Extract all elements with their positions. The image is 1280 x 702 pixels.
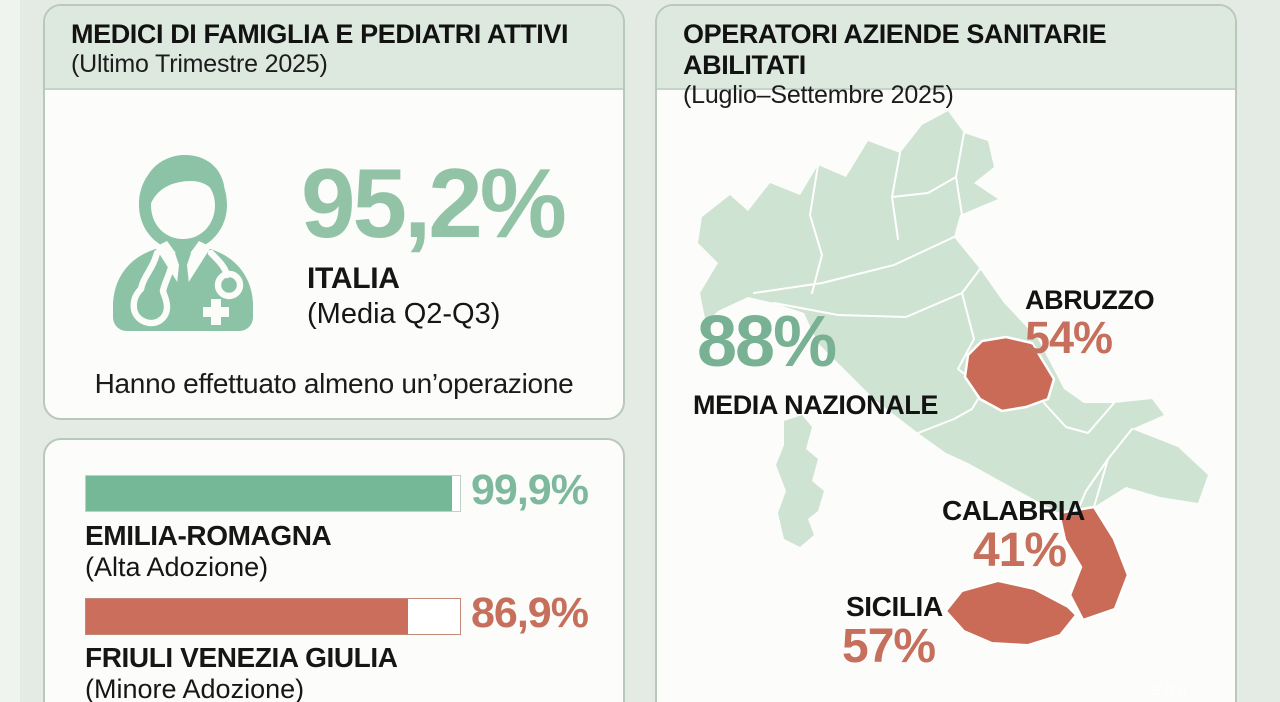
region-label-calabria: CALABRIA [942,495,1086,526]
sardinia-shape [776,415,824,547]
panel-adoption-bars: 99,9% EMILIA-ROMAGNA (Alta Adozione) 86,… [43,438,625,702]
bar-track-emilia-romagna [85,475,461,512]
panel-subtitle: (Ultimo Trimestre 2025) [71,50,328,79]
region-value-abruzzo: 54% [1025,312,1113,363]
bar-note-friuli: (Minore Adozione) [85,674,305,702]
panel-header: OPERATORI AZIENDE SANITARIE ABILITATI (L… [657,6,1235,109]
region-sicilia-shape [945,580,1077,646]
mainland-shape [698,111,1208,620]
panel-title: MEDICI DI FAMIGLIA E PEDIATRI ATTIVI [71,19,569,49]
region-label-abruzzo: ABRUZZO [1025,285,1155,315]
stat-value-italy: 95,2% [301,148,567,258]
stat-region-label: ITALIA [307,262,400,295]
panel-subtitle: (Luglio–Settembre 2025) [683,81,954,110]
bar-track-friuli [85,598,461,635]
panel-header: MEDICI DI FAMIGLIA E PEDIATRI ATTIVI (Ul… [45,6,623,90]
region-label-sicilia: SICILIA [846,591,943,622]
bar-note-emilia-romagna: (Alta Adozione) [85,552,269,582]
stat-period-label: (Media Q2-Q3) [307,298,501,330]
bar-fill-friuli [86,599,408,634]
doctor-icon [113,155,253,331]
panel-title: OPERATORI AZIENDE SANITARIE ABILITATI [683,19,1107,81]
panel-family-doctors: MEDICI DI FAMIGLIA E PEDIATRI ATTIVI (Ul… [43,4,625,420]
background-strip [0,0,20,702]
bar-fill-emilia-romagna [86,476,453,511]
region-abruzzo-shape [963,335,1056,413]
region-value-calabria: 41% [973,524,1067,577]
watermark: ERA [1152,682,1190,699]
stat-caption: Hanno effettuato almeno un’operazione [94,368,574,399]
italy-map [698,111,1208,646]
bar-label-friuli: FRIULI VENEZIA GIULIA [85,642,398,673]
region-calabria-shape [1057,505,1130,622]
bar-label-emilia-romagna: EMILIA-ROMAGNA [85,520,332,551]
national-average-value: 88% [697,302,837,382]
region-value-sicilia: 57% [842,620,936,673]
bar-value-emilia-romagna: 99,9% [471,466,589,514]
national-average-label: MEDIA NAZIONALE [693,390,938,420]
panel-operators-map: OPERATORI AZIENDE SANITARIE ABILITATI (L… [655,4,1237,702]
bar-value-friuli: 86,9% [471,589,589,637]
